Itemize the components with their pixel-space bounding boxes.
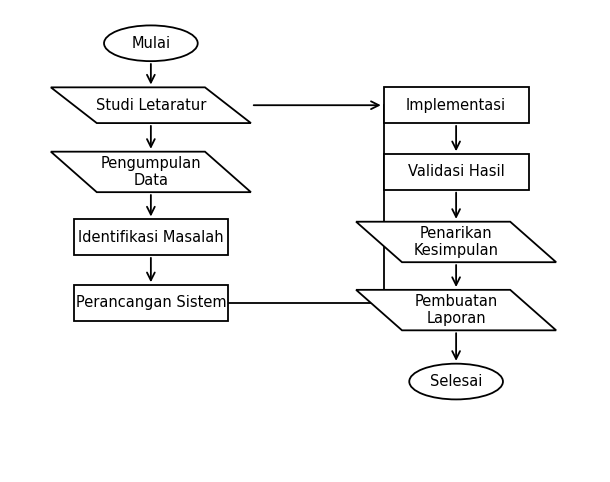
Text: Selesai: Selesai — [430, 374, 483, 389]
Text: Validasi Hasil: Validasi Hasil — [407, 164, 504, 179]
Text: Mulai: Mulai — [131, 36, 170, 51]
Polygon shape — [51, 87, 251, 123]
Polygon shape — [356, 222, 556, 262]
Polygon shape — [356, 290, 556, 330]
Text: Perancangan Sistem: Perancangan Sistem — [76, 295, 226, 310]
Ellipse shape — [409, 364, 503, 400]
Bar — [384, 87, 529, 123]
Text: Pengumpulan
Data: Pengumpulan Data — [101, 156, 201, 188]
Text: Implementasi: Implementasi — [406, 98, 506, 113]
Bar — [74, 219, 228, 255]
Bar — [384, 154, 529, 190]
Text: Identifikasi Masalah: Identifikasi Masalah — [78, 230, 224, 245]
Text: Studi Letaratur: Studi Letaratur — [96, 98, 206, 113]
Bar — [74, 285, 228, 321]
Polygon shape — [51, 152, 251, 192]
Text: Pembuatan
Laporan: Pembuatan Laporan — [414, 294, 498, 326]
Text: Penarikan
Kesimpulan: Penarikan Kesimpulan — [414, 226, 498, 258]
Ellipse shape — [104, 26, 198, 61]
